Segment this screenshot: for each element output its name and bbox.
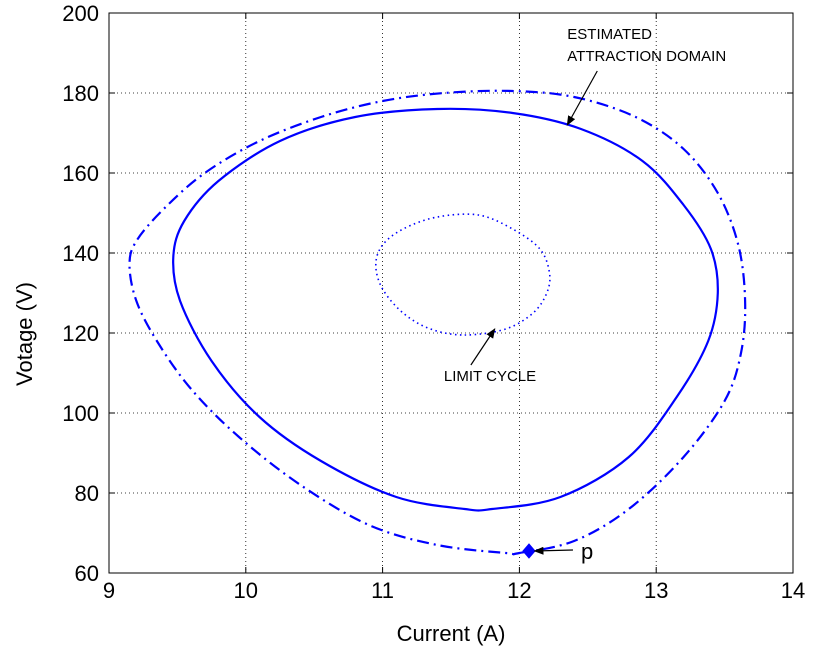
series-group — [128, 89, 747, 556]
x-tick-label: 9 — [103, 578, 115, 603]
limit-cycle-curve — [374, 213, 551, 336]
x-axis-label: Current (A) — [397, 621, 506, 646]
y-tick-label: 200 — [62, 1, 99, 26]
x-tick-label: 14 — [781, 578, 805, 603]
y-axis-label: Votage (V) — [12, 282, 37, 386]
y-tick-label: 140 — [62, 241, 99, 266]
y-tick-label: 80 — [75, 481, 99, 506]
y-tick-label: 120 — [62, 321, 99, 346]
annotation-arrow — [470, 328, 496, 366]
annotations-group: ESTIMATED ATTRACTION DOMAIN LIMIT CYCLE p — [444, 26, 726, 564]
plot-frame — [108, 12, 794, 574]
x-tick-label: 11 — [371, 578, 394, 603]
limit-cycle-label: LIMIT CYCLE — [444, 368, 536, 385]
x-tick-label: 10 — [234, 578, 258, 603]
annotation-arrow — [566, 70, 598, 126]
points-group — [522, 543, 536, 559]
point-p-marker — [522, 543, 536, 559]
point-p-label: p — [581, 539, 593, 564]
y-tick-label: 180 — [62, 81, 99, 106]
outer-dashdot-curve — [128, 89, 747, 556]
axes: 9 10 11 12 13 14 60 80 100 120 140 160 180 200 — [62, 1, 805, 603]
attraction-domain-label: ESTIMATED — [567, 26, 652, 43]
y-tick-label: 100 — [62, 401, 99, 426]
annotation-arrow — [533, 546, 573, 555]
y-tick-label: 60 — [75, 561, 99, 586]
x-tick-label: 13 — [644, 578, 668, 603]
grid — [109, 13, 793, 573]
attraction-domain-label: ATTRACTION DOMAIN — [567, 48, 726, 65]
y-tick-label: 160 — [62, 161, 99, 186]
x-tick-label: 12 — [507, 578, 531, 603]
estimated-attraction-domain-curve — [172, 107, 719, 512]
